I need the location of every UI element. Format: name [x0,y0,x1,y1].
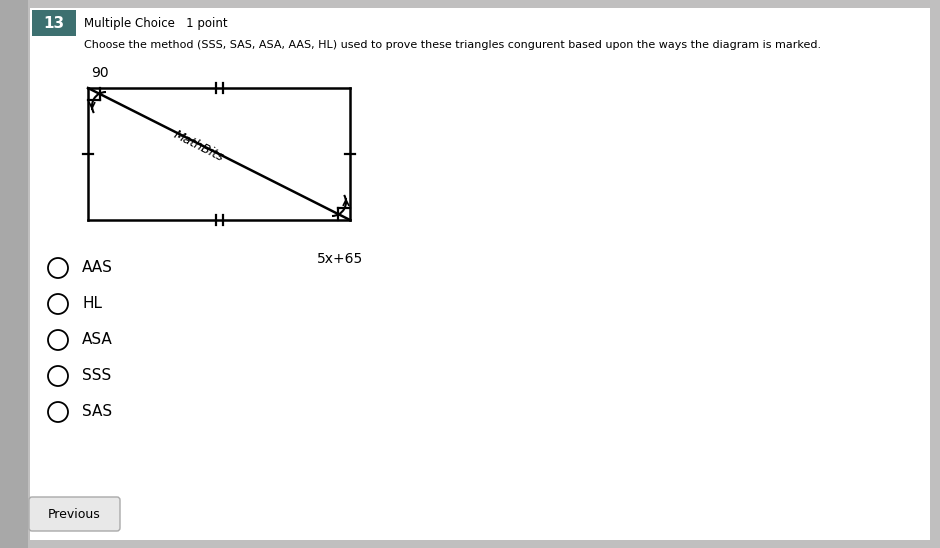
FancyBboxPatch shape [30,8,930,540]
Text: Multiple Choice   1 point: Multiple Choice 1 point [84,16,227,30]
Text: AAS: AAS [82,260,113,276]
Text: ASA: ASA [82,333,113,347]
Text: 13: 13 [43,16,65,31]
Text: SSS: SSS [82,368,111,384]
Text: Previous: Previous [48,507,101,521]
FancyBboxPatch shape [29,497,120,531]
Text: MathBits: MathBits [172,128,227,164]
Text: SAS: SAS [82,404,112,420]
Text: 90: 90 [91,66,109,80]
Text: Choose the method (SSS, SAS, ASA, AAS, HL) used to prove these triangles congure: Choose the method (SSS, SAS, ASA, AAS, H… [84,40,822,50]
Text: HL: HL [82,296,102,311]
FancyBboxPatch shape [0,0,28,548]
FancyBboxPatch shape [32,10,76,36]
Text: 5x+65: 5x+65 [317,252,363,266]
